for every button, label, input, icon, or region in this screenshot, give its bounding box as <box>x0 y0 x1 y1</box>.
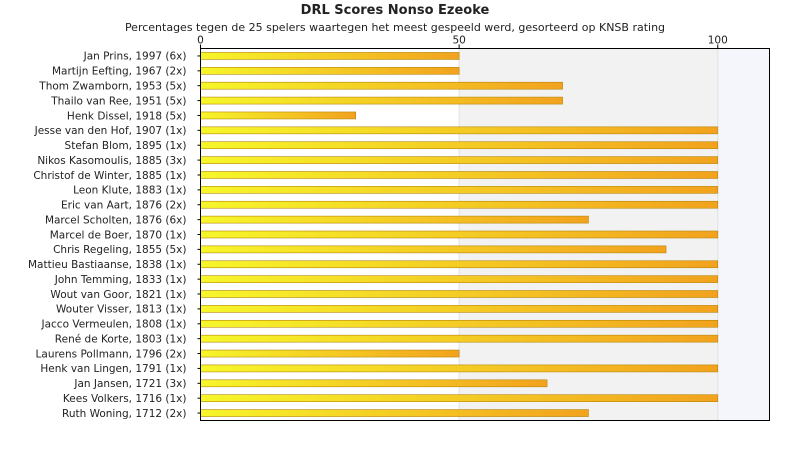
bar <box>200 334 719 343</box>
bar <box>200 319 719 328</box>
category-label: Jan Prins, 1997 (6x) <box>83 51 187 63</box>
category-label: Nikos Kasomoulis, 1885 (3x) <box>37 155 186 167</box>
category-label: Stefan Blom, 1895 (1x) <box>65 140 187 152</box>
category-label: Jesse van den Hof, 1907 (1x) <box>34 125 187 137</box>
category-label: Chris Regeling, 1855 (5x) <box>53 244 186 256</box>
bar <box>200 156 719 164</box>
bar <box>200 186 719 194</box>
bar <box>200 111 356 120</box>
plot-frame <box>200 48 770 421</box>
bar <box>200 96 563 105</box>
category-label: Jacco Vermeulen, 1808 (1x) <box>41 319 187 331</box>
category-label: Leon Klute, 1883 (1x) <box>73 185 186 197</box>
category-label: Marcel Scholten, 1876 (6x) <box>45 214 187 226</box>
bar <box>200 141 719 150</box>
bar <box>200 379 548 388</box>
category-labels: Jan Prins, 1997 (6x) Martijn Eefting, 196… <box>28 51 201 420</box>
bar <box>200 171 719 179</box>
category-label: John Temming, 1833 (1x) <box>54 274 187 286</box>
category-label: Christof de Winter, 1885 (1x) <box>33 170 186 182</box>
category-label: René de Korte, 1803 (1x) <box>55 333 187 345</box>
bar <box>200 215 589 224</box>
bar <box>200 81 563 90</box>
chart-subtitle: Percentages tegen de 25 spelers waartege… <box>124 21 666 34</box>
bar <box>200 230 719 239</box>
bar <box>200 364 719 373</box>
bar <box>200 52 460 60</box>
bar <box>200 290 719 298</box>
bar <box>200 349 460 358</box>
bar <box>200 245 667 254</box>
category-label: Marcel de Boer, 1870 (1x) <box>50 229 187 241</box>
category-label: Mattieu Bastiaanse, 1838 (1x) <box>28 259 187 271</box>
band-100-plus <box>717 48 770 421</box>
bar <box>200 409 589 417</box>
category-label: Jan Jansen, 1721 (3x) <box>73 378 186 390</box>
bar <box>200 126 719 135</box>
category-label: Henk van Lingen, 1791 (1x) <box>40 363 186 375</box>
bar <box>200 260 719 269</box>
bar <box>200 275 719 283</box>
x-tick-label: 0 <box>197 35 204 47</box>
category-label: Wouter Visser, 1813 (1x) <box>56 304 187 316</box>
category-label: Henk Dissel, 1918 (5x) <box>67 110 187 122</box>
category-label: Thom Zwamborn, 1953 (5x) <box>38 81 186 93</box>
category-label: Eric van Aart, 1876 (2x) <box>61 200 187 212</box>
bar <box>200 67 460 75</box>
x-axis-ticks: 0 50 100 <box>197 35 728 49</box>
x-tick-label: 50 <box>452 35 465 47</box>
category-label: Wout van Goor, 1821 (1x) <box>50 289 186 301</box>
category-label: Thailo van Ree, 1951 (5x) <box>50 95 186 107</box>
bar <box>200 305 719 313</box>
bar <box>200 200 719 209</box>
category-label: Laurens Pollmann, 1796 (2x) <box>36 348 187 360</box>
bar <box>200 394 719 402</box>
category-label: Kees Volkers, 1716 (1x) <box>63 393 187 405</box>
chart-title: DRL Scores Nonso Ezeoke <box>300 3 490 18</box>
category-label: Martijn Eefting, 1967 (2x) <box>52 66 187 78</box>
bars <box>200 52 719 417</box>
x-tick-label: 100 <box>708 35 728 47</box>
category-label: Ruth Woning, 1712 (2x) <box>62 408 187 420</box>
